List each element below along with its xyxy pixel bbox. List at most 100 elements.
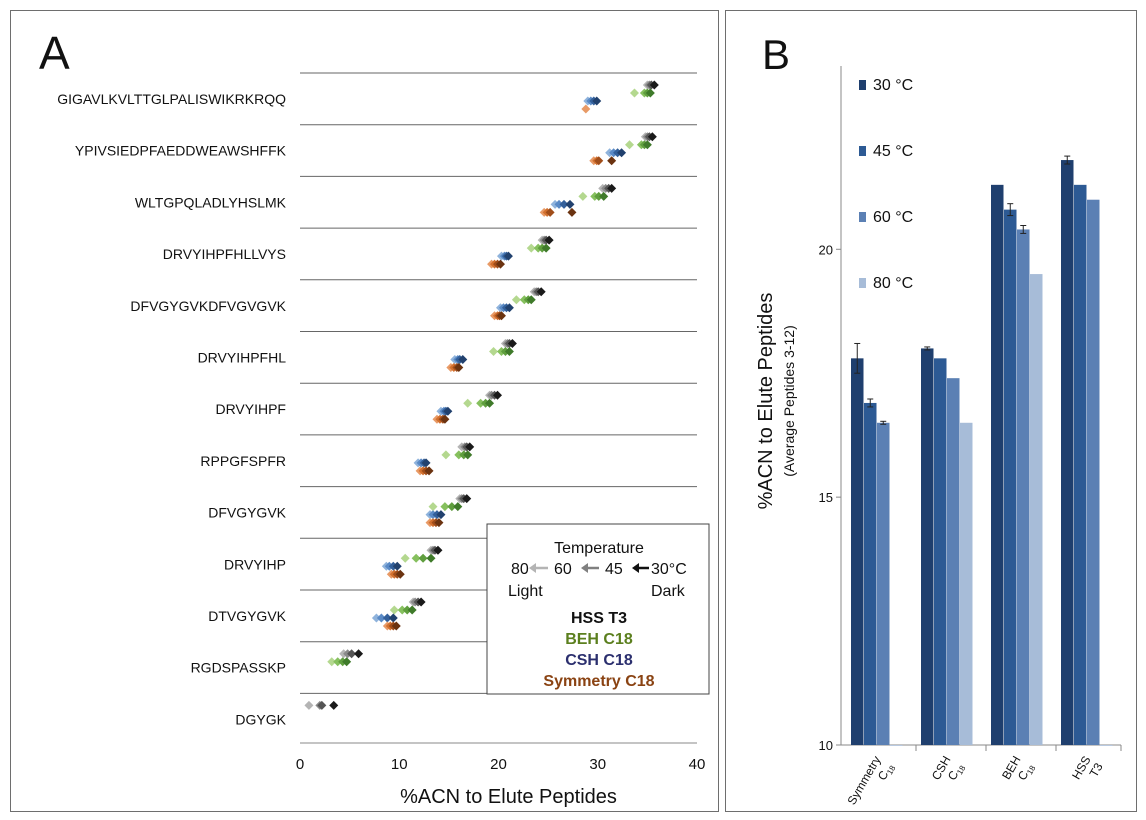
data-point-beh-c18	[447, 502, 457, 512]
data-point-beh-c18	[407, 605, 417, 615]
data-point-beh-c18	[578, 191, 588, 201]
legend-label: 60 °C	[873, 209, 913, 226]
peptide-label: DRVYIHP	[224, 556, 286, 572]
legend-box	[486, 523, 710, 695]
data-point-hss-t3	[433, 545, 443, 555]
y-tick-label: 15	[819, 490, 833, 505]
data-point-beh-c18	[463, 398, 473, 408]
data-point-symmetry-c18	[434, 518, 444, 528]
data-point-symmetry-c18	[496, 311, 506, 321]
y-tick-label: 20	[819, 242, 833, 257]
legend-scale-45: 45	[605, 561, 623, 578]
bar-80C	[890, 745, 903, 746]
legend-swatch	[859, 212, 866, 222]
peptide-label: DRVYIHPFHL	[198, 350, 287, 366]
x-axis-title: %ACN to Elute Peptides	[400, 786, 617, 808]
legend-entry: BEH C18	[565, 631, 633, 648]
data-point-hss-t3	[536, 287, 546, 297]
bar-30C	[1061, 160, 1074, 746]
legend-label: 30 °C	[873, 77, 913, 94]
data-point-csh-c18	[565, 199, 575, 209]
legend-scale-60: 60	[554, 561, 572, 578]
data-point-hss-t3	[416, 597, 426, 607]
legend-light-label: Light	[508, 583, 543, 600]
data-point-beh-c18	[411, 553, 421, 563]
data-point-symmetry-c18	[440, 414, 450, 424]
data-point-beh-c18	[594, 191, 604, 201]
data-point-csh-c18	[504, 303, 514, 313]
data-point-beh-c18	[599, 191, 609, 201]
data-point-beh-c18	[642, 140, 652, 150]
peptide-label: DRVYIHPFHLLVYS	[163, 246, 286, 262]
y-tick-label: 10	[819, 738, 833, 753]
data-point-symmetry-c18	[391, 621, 401, 631]
data-point-hss-t3	[462, 494, 472, 504]
data-point-beh-c18	[426, 553, 436, 563]
data-point-hss-t3	[649, 80, 659, 90]
data-point-beh-c18	[541, 243, 551, 253]
data-point-hss-t3	[317, 700, 327, 710]
average-retention-bar-chart: B 10 15 20 %ACN to Elute Peptides (Average Pe…	[755, 31, 1122, 808]
peptide-label: DGYGK	[235, 711, 286, 727]
x-tick-label: 40	[689, 756, 706, 773]
peptide-label: RGDSPASSKP	[191, 660, 286, 676]
peptide-label: RPPGFSPFR	[200, 453, 286, 469]
legend-scale-30: 30°C	[651, 561, 687, 578]
data-point-beh-c18	[645, 88, 655, 98]
bar-45C	[1004, 209, 1017, 746]
data-point-csh-c18	[503, 251, 513, 261]
data-point-symmetry-c18	[495, 259, 505, 269]
data-point-beh-c18	[504, 347, 514, 356]
y-axis-subtitle: (Average Peptides 3-12)	[781, 325, 797, 477]
bar-45C	[934, 358, 947, 745]
data-point-beh-c18	[526, 295, 536, 305]
y-axis-title: %ACN to Elute Peptides	[755, 293, 777, 510]
peptide-label: WLTGPQLADLYHSLMK	[135, 194, 287, 210]
peptide-retention-chart: A 0 10 20 30 40 %ACN to Elute Peptides GIGAVLKV…	[39, 27, 710, 808]
legend-label: 45 °C	[873, 143, 913, 160]
data-point-csh-c18	[554, 199, 564, 209]
panel-b: B 10 15 20 %ACN to Elute Peptides (Average Pe…	[725, 10, 1137, 812]
panel-label-b: B	[762, 31, 790, 78]
data-point-csh-c18	[376, 613, 386, 623]
bar-45C	[864, 402, 877, 745]
peptide-label: DTVGYGVK	[208, 608, 286, 624]
bar-45C	[1074, 184, 1087, 746]
bar-60C	[947, 378, 960, 745]
data-point-beh-c18	[625, 140, 635, 150]
x-tick-label: 10	[391, 756, 408, 773]
data-point-symmetry-c18	[581, 104, 591, 114]
peptide-label: DFVGYGVKDFVGVGVK	[130, 298, 286, 314]
data-point-beh-c18	[389, 605, 399, 615]
legend-arrowhead-mid	[581, 563, 588, 573]
legend-title: Temperature	[554, 540, 644, 557]
data-point-beh-c18	[454, 450, 464, 460]
peptide-label: YPIVSIEDPFAEDDWEAWSHFFK	[75, 143, 287, 159]
bar-30C	[991, 184, 1004, 746]
data-point-hss-t3	[465, 442, 475, 452]
data-point-beh-c18	[489, 347, 499, 356]
data-point-csh-c18	[421, 458, 431, 468]
panel-label-a: A	[39, 27, 70, 79]
data-point-beh-c18	[453, 502, 463, 512]
legend-entry: CSH C18	[565, 652, 633, 669]
bar-30C	[851, 358, 864, 745]
legend-dark-label: Dark	[651, 583, 686, 600]
data-point-beh-c18	[333, 657, 343, 667]
data-point-symmetry-c18	[607, 156, 617, 166]
data-point-beh-c18	[526, 243, 536, 253]
legend-swatch	[859, 146, 866, 156]
peptide-label: DRVYIHPF	[215, 401, 286, 417]
data-point-beh-c18	[463, 450, 473, 460]
data-point-beh-c18	[327, 657, 337, 667]
data-point-csh-c18	[458, 355, 468, 364]
data-point-beh-c18	[400, 553, 410, 563]
x-category-main: Symmetry	[844, 754, 883, 808]
x-tick-label: 0	[296, 756, 304, 773]
peptide-label: DFVGYGVK	[208, 505, 286, 521]
data-point-csh-c18	[559, 199, 569, 209]
legend-swatch	[859, 80, 866, 90]
